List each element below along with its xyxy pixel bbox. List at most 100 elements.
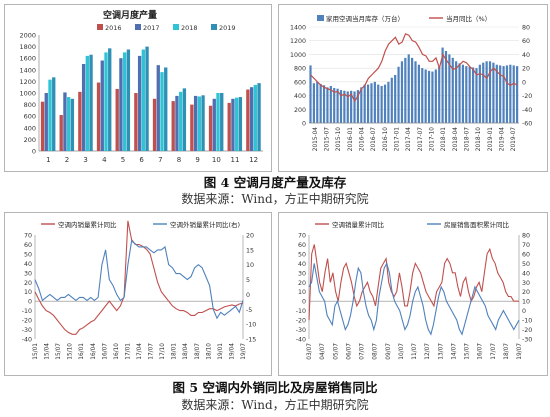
domestic-export-chart-panel: -40 -30 -20 -10 0 10 20 30 40 50 60 70 -15 -10 -5 0 5 10 1… (4, 212, 272, 376)
y-right-tick-label: -5 (246, 307, 252, 314)
bar (404, 57, 407, 123)
x-tick-label: 6 (139, 156, 144, 164)
figure-4-source: 数据来源：Wind，方正中期研究院 (181, 192, 369, 206)
bar (319, 83, 322, 123)
x-tick-label: 16/04 (91, 343, 97, 360)
legend-swatch (173, 24, 179, 30)
bar (380, 85, 383, 123)
x-tick-label: 18/07 (504, 343, 510, 360)
x-tick-label: 18/04 (183, 343, 189, 360)
y-tick-label: 1000 (19, 90, 36, 98)
series-line (308, 261, 520, 336)
bar (141, 49, 145, 151)
bar (115, 88, 119, 151)
y-left-tick-label: 70 (298, 233, 306, 240)
bar (333, 88, 336, 123)
bar (182, 88, 187, 151)
x-tick-label: 05/07 (333, 343, 339, 360)
bar (407, 54, 410, 123)
bar (363, 84, 366, 123)
y-left-tick-label: -40 (296, 337, 306, 344)
x-tick-label: 8 (177, 156, 181, 164)
y-tick-label: 400 (24, 124, 36, 132)
x-tick-label: 15/01 (33, 343, 39, 360)
bar (461, 64, 465, 123)
bar (516, 66, 519, 123)
series-line (34, 220, 244, 335)
y-tick-label: 2000 (19, 32, 36, 40)
legend-label: 2019 (219, 24, 236, 32)
bar (482, 62, 485, 123)
bar (145, 46, 149, 151)
yoy-line (310, 33, 518, 103)
bar (235, 97, 239, 151)
y-right-tick-label: 20 (246, 233, 254, 240)
bar (40, 101, 45, 151)
bar (160, 72, 164, 151)
y-tick-label: 1600 (19, 55, 36, 63)
bar (89, 54, 93, 151)
bar (336, 88, 339, 123)
legend-label: 房屋销售面积累计同比 (444, 220, 510, 229)
bar (499, 65, 502, 123)
x-tick-label: 18/01 (172, 343, 178, 360)
x-tick-label: 13/07 (438, 343, 444, 360)
bar (356, 90, 360, 123)
y-right-tick-label: -30 (522, 337, 532, 344)
bar (179, 91, 183, 151)
bar (329, 85, 332, 123)
bar (353, 91, 356, 123)
bar (216, 93, 220, 151)
x-tick-label: 16/07 (478, 343, 484, 360)
y-right-tick-label: 60 (522, 38, 530, 45)
y-right-tick-label: 0 (522, 308, 526, 315)
x-tick-label: 11 (231, 156, 240, 164)
x-tick-label: 08/07 (373, 343, 379, 360)
x-tick-label: 2015-07 (325, 127, 331, 152)
bar (227, 102, 231, 151)
x-tick-label: 06/07 (346, 343, 352, 360)
bar (488, 61, 492, 123)
bar (377, 84, 380, 123)
y-left-tick-label: 0 (28, 299, 32, 306)
bar (366, 84, 370, 123)
y-right-tick-label: -10 (522, 318, 532, 325)
y-left-tick-label: -20 (22, 318, 32, 325)
inventory-chart-panel: 0 200 400 600 800 1000 1200 1400 -60 -40 -20 0 20 40 6… (278, 4, 548, 172)
x-tick-label: 2016-04 (360, 127, 366, 152)
x-tick-label: 10/07 (399, 343, 405, 360)
y-left-tick-label: 0 (302, 121, 306, 128)
y-left-tick-label: 20 (24, 280, 32, 287)
y-left-tick-label: -40 (22, 337, 32, 344)
x-tick-label: 19/01 (218, 343, 224, 360)
y-right-tick-label: 40 (522, 270, 530, 277)
x-tick-label: 2016-07 (371, 127, 377, 152)
bar (414, 61, 417, 123)
bar (458, 63, 461, 123)
bar (421, 68, 424, 123)
y-right-tick-label: -10 (246, 322, 256, 329)
x-tick-label: 07/07 (360, 343, 366, 360)
x-tick-label: 16/01 (79, 343, 85, 360)
bar (505, 65, 509, 123)
y-tick-label: 0 (32, 148, 36, 156)
bar (108, 48, 112, 152)
bar (316, 81, 319, 123)
bar (52, 77, 56, 151)
bar (212, 98, 216, 151)
x-tick-label: 2018-04 (453, 127, 459, 152)
bar (350, 90, 353, 123)
y-left-tick-label: 600 (294, 79, 306, 86)
bar (343, 90, 346, 123)
y-left-tick-label: 20 (298, 280, 306, 287)
y-right-tick-label: 30 (522, 280, 530, 287)
x-tick-label: 19/07 (517, 343, 523, 360)
x-tick-label: 14/07 (451, 343, 457, 360)
y-right-tick-label: 20 (522, 289, 530, 296)
bar (451, 57, 454, 123)
x-tick-label: 2017-07 (418, 127, 424, 152)
x-tick-label: 2019-07 (511, 127, 517, 152)
bar (427, 70, 431, 123)
y-right-tick-label: 5 (246, 277, 250, 284)
bar (104, 52, 108, 151)
